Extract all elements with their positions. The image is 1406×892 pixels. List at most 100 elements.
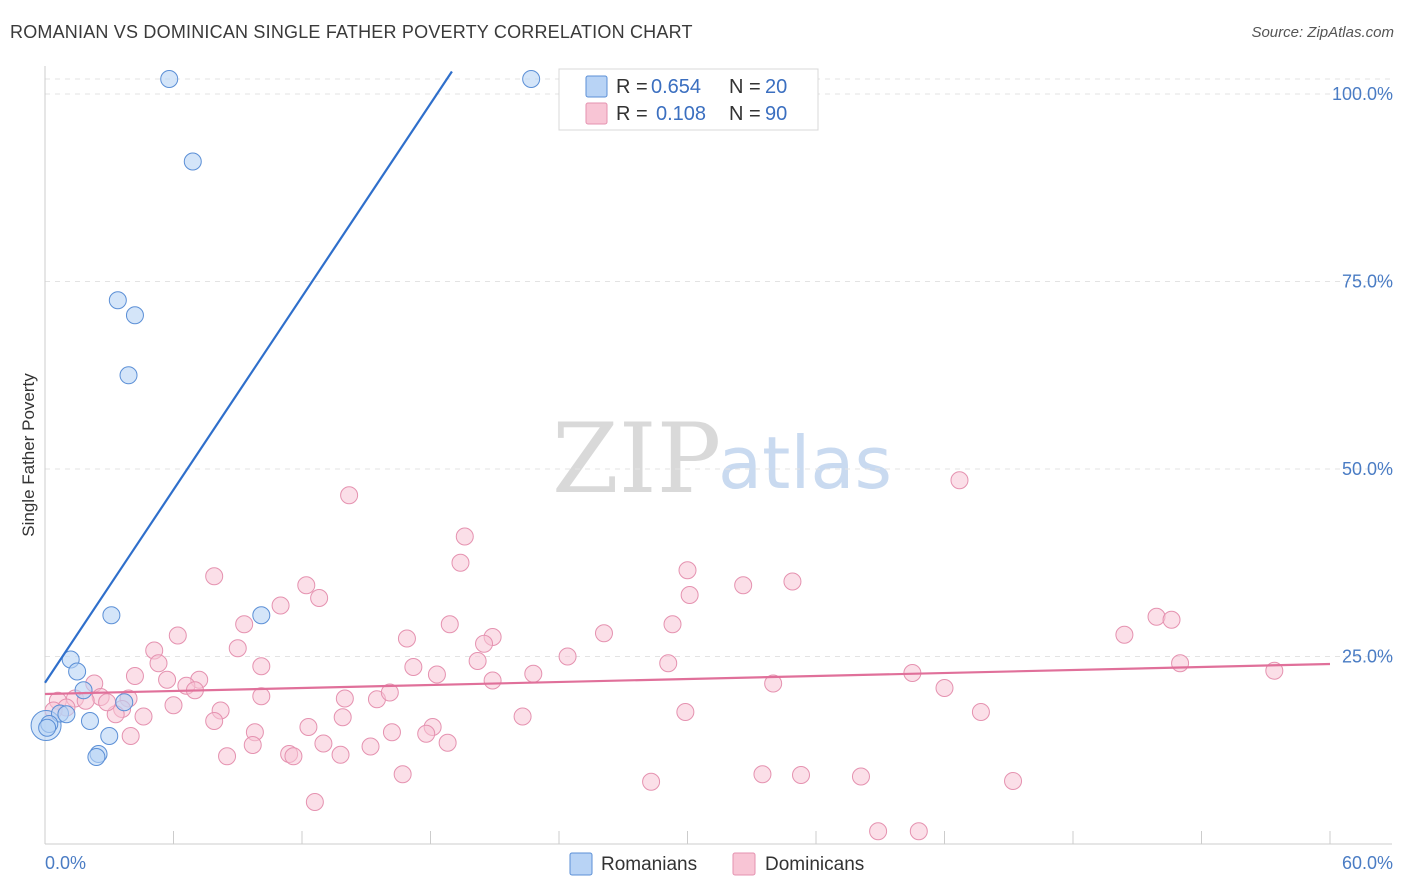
- dominican-point: [228, 639, 247, 658]
- dominican-point: [455, 527, 474, 546]
- dominican-point: [753, 765, 772, 784]
- dominican-point: [1171, 654, 1190, 673]
- dominican-point: [164, 696, 183, 715]
- dominican-point: [340, 486, 359, 505]
- dominican-point: [310, 589, 329, 607]
- y-tick-labels: 25.0% 50.0% 75.0% 100.0%: [1332, 84, 1393, 667]
- dominican-point: [642, 772, 661, 791]
- dominican-point: [971, 703, 990, 721]
- romanian-point: [115, 693, 134, 712]
- romanian-point: [87, 748, 106, 766]
- dominican-point: [1115, 625, 1134, 644]
- dominican-point: [1004, 772, 1023, 790]
- dominican-trend-line: [44, 662, 1331, 696]
- y-tick-label: 25.0%: [1342, 647, 1393, 667]
- romanian-point: [57, 705, 76, 724]
- watermark: ZIP atlas: [552, 403, 892, 515]
- watermark-zip: ZIP: [552, 403, 721, 515]
- romanian-point: [252, 606, 271, 625]
- romanian-point: [38, 718, 57, 737]
- romanian-point: [102, 606, 121, 625]
- dominican-point: [335, 689, 354, 708]
- dominican-point: [299, 718, 318, 736]
- dominican-point: [792, 766, 811, 784]
- dominican-point: [764, 674, 783, 693]
- dominican-point: [659, 654, 678, 673]
- dominican-point: [271, 596, 290, 615]
- romanian-points: [30, 70, 541, 766]
- dominican-point: [168, 626, 187, 645]
- dominican-point: [149, 654, 168, 673]
- legend-n-label-romanians: N =: [729, 76, 761, 98]
- dominican-point: [252, 687, 271, 706]
- series-legend: Romanians Dominicans: [569, 852, 864, 876]
- dominican-point: [243, 736, 262, 754]
- legend-r-value-romanians: 0.654: [651, 76, 701, 98]
- dominican-point: [284, 747, 303, 766]
- romanian-point: [80, 712, 99, 730]
- romanian-point: [160, 70, 179, 88]
- legend-n-value-dominicans: 90: [765, 103, 787, 125]
- legend-r-label-romanians: R =: [616, 76, 648, 98]
- dominican-point: [909, 822, 928, 841]
- dominican-point: [134, 707, 153, 726]
- dominican-point: [158, 670, 177, 689]
- dominican-point: [451, 553, 470, 572]
- romanian-point: [119, 366, 138, 385]
- romanian-trend-line: [44, 70, 453, 684]
- dominican-points: [44, 471, 1284, 841]
- y-tick-label: 100.0%: [1332, 84, 1393, 104]
- dominican-point: [513, 707, 532, 726]
- gridlines: [45, 78, 1392, 657]
- chart-title: ROMANIAN VS DOMINICAN SINGLE FATHER POVE…: [10, 22, 693, 42]
- romanian-point: [68, 662, 87, 681]
- dominican-point: [397, 629, 416, 648]
- dominican-point: [734, 576, 753, 595]
- dominican-point: [869, 822, 888, 841]
- dominican-point: [594, 624, 613, 643]
- dominican-point: [404, 658, 423, 676]
- dominican-point: [483, 671, 502, 690]
- dominican-point: [680, 586, 699, 604]
- legend-swatch-romanians: [585, 75, 608, 98]
- dominican-point: [417, 724, 436, 743]
- dominican-point: [1147, 607, 1166, 626]
- y-tick-label: 50.0%: [1342, 459, 1393, 479]
- dominican-point: [438, 733, 457, 752]
- bottom-legend-swatch-romanians: [569, 852, 593, 876]
- dominican-point: [1162, 610, 1181, 629]
- dominican-point: [331, 745, 350, 764]
- dominican-point: [305, 793, 324, 811]
- dominican-point: [558, 647, 577, 666]
- trend-lines: [44, 70, 1331, 696]
- dominican-point: [218, 747, 237, 766]
- romanian-point: [522, 70, 541, 88]
- bottom-legend-dominicans: Dominicans: [765, 854, 864, 875]
- dominican-point: [663, 615, 682, 634]
- dominican-point: [98, 693, 117, 712]
- romanian-point: [108, 291, 127, 310]
- legend-n-value-romanians: 20: [765, 76, 787, 98]
- dominican-point: [380, 683, 399, 702]
- dominican-point: [427, 665, 446, 684]
- romanian-point: [183, 152, 202, 171]
- dominican-point: [468, 652, 487, 670]
- dominican-point: [524, 664, 543, 683]
- dominican-point: [440, 615, 459, 634]
- dominican-point: [393, 765, 412, 784]
- bottom-legend-swatch-dominicans: [732, 852, 756, 876]
- dominican-point: [121, 727, 140, 745]
- dominican-point: [783, 572, 802, 591]
- x-tick-labels: 0.0% 60.0%: [45, 853, 1393, 873]
- legend-swatch-dominicans: [585, 102, 608, 125]
- romanian-point: [125, 306, 144, 325]
- watermark-atlas: atlas: [718, 421, 892, 505]
- dominican-point: [125, 667, 144, 685]
- legend-n-label-dominicans: N =: [729, 103, 761, 125]
- y-tick-label: 75.0%: [1342, 272, 1393, 292]
- dominican-point: [361, 737, 380, 756]
- dominican-point: [252, 657, 271, 676]
- dominican-point: [205, 712, 224, 730]
- dominican-point: [935, 679, 954, 697]
